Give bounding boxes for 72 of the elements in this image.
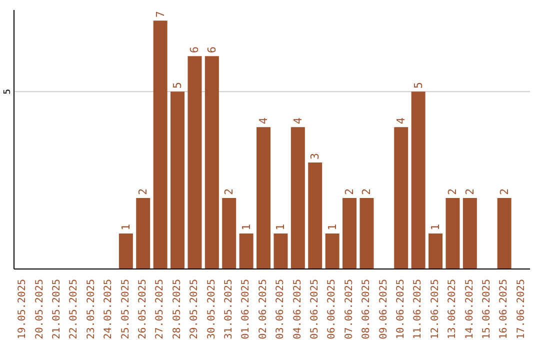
bar bbox=[462, 198, 477, 269]
bar bbox=[118, 234, 133, 269]
x-tick-label: 19.05.2025 bbox=[17, 279, 28, 340]
x-tick-label: 06.06.2025 bbox=[326, 279, 338, 340]
bar bbox=[204, 56, 219, 269]
x-tick-label: 31.05.2025 bbox=[224, 279, 234, 340]
x-tick-label: 03.06.2025 bbox=[275, 279, 286, 340]
data-label: 1 bbox=[326, 224, 339, 231]
x-tick-label: 14.06.2025 bbox=[464, 279, 476, 340]
x-tick-label: 11.06.2025 bbox=[412, 279, 424, 340]
data-label: 6 bbox=[205, 46, 218, 54]
data-label: 5 bbox=[171, 82, 184, 89]
x-tick-label: 13.06.2025 bbox=[447, 279, 458, 340]
x-tick-label: 22.05.2025 bbox=[68, 279, 80, 340]
data-label: 5 bbox=[412, 82, 425, 89]
x-tick-label: 05.06.2025 bbox=[310, 279, 320, 340]
data-label: 1 bbox=[274, 224, 288, 231]
x-tick-label: 28.05.2025 bbox=[172, 279, 183, 340]
x-tick-label: 08.06.2025 bbox=[361, 279, 372, 340]
data-label: 2 bbox=[222, 188, 236, 196]
data-label: 1 bbox=[429, 224, 442, 231]
x-tick-label: 24.05.2025 bbox=[103, 279, 114, 340]
data-label: 4 bbox=[394, 117, 408, 124]
data-label: 2 bbox=[360, 188, 374, 196]
x-tick-label: 12.06.2025 bbox=[430, 279, 441, 340]
bar bbox=[188, 56, 202, 269]
data-label: 2 bbox=[446, 188, 460, 196]
bar bbox=[411, 92, 426, 269]
bar bbox=[342, 198, 357, 269]
bar bbox=[325, 234, 340, 269]
x-tick-label: 04.06.2025 bbox=[292, 279, 304, 340]
x-tick-label: 26.05.2025 bbox=[138, 279, 148, 340]
data-label: 1 bbox=[119, 224, 132, 231]
bar bbox=[256, 127, 271, 269]
x-tick-label: 27.05.2025 bbox=[154, 279, 166, 340]
data-label: 4 bbox=[291, 117, 304, 124]
x-tick-label: 15.06.2025 bbox=[482, 279, 492, 340]
x-tick-label: 16.06.2025 bbox=[498, 279, 510, 340]
bar bbox=[428, 234, 443, 269]
bar bbox=[394, 127, 408, 269]
bar bbox=[290, 127, 305, 269]
data-label: 2 bbox=[463, 188, 476, 196]
data-label: 4 bbox=[257, 117, 270, 124]
x-tick-label: 25.05.2025 bbox=[120, 279, 132, 340]
bar bbox=[308, 162, 322, 269]
bar bbox=[136, 198, 150, 269]
bar bbox=[170, 92, 185, 269]
bar bbox=[153, 20, 168, 269]
x-tick-label: 20.05.2025 bbox=[34, 279, 46, 340]
x-tick-label: 10.06.2025 bbox=[396, 279, 406, 340]
x-tick-label: 02.06.2025 bbox=[258, 279, 269, 340]
bar bbox=[497, 198, 512, 269]
x-tick-label: 29.05.2025 bbox=[189, 279, 200, 340]
data-label: 3 bbox=[308, 152, 322, 160]
data-label: 1 bbox=[240, 224, 253, 231]
x-tick-label: 07.06.2025 bbox=[344, 279, 355, 340]
x-tick-label: 01.06.2025 bbox=[240, 279, 252, 340]
bar bbox=[446, 198, 460, 269]
bar bbox=[239, 234, 254, 269]
data-label: 7 bbox=[154, 11, 167, 18]
x-tick-label: 21.05.2025 bbox=[52, 279, 62, 340]
bar bbox=[360, 198, 374, 269]
data-label: 6 bbox=[188, 46, 202, 54]
x-tick-label: 23.05.2025 bbox=[86, 279, 97, 340]
bar bbox=[274, 234, 288, 269]
x-tick-label: 30.05.2025 bbox=[206, 279, 218, 340]
bar bbox=[222, 198, 236, 269]
data-label: 2 bbox=[343, 188, 356, 196]
data-label: 2 bbox=[498, 188, 511, 196]
data-label: 2 bbox=[136, 188, 150, 196]
x-tick-label: 17.06.2025 bbox=[516, 279, 527, 340]
x-tick-label: 09.06.2025 bbox=[378, 279, 390, 340]
